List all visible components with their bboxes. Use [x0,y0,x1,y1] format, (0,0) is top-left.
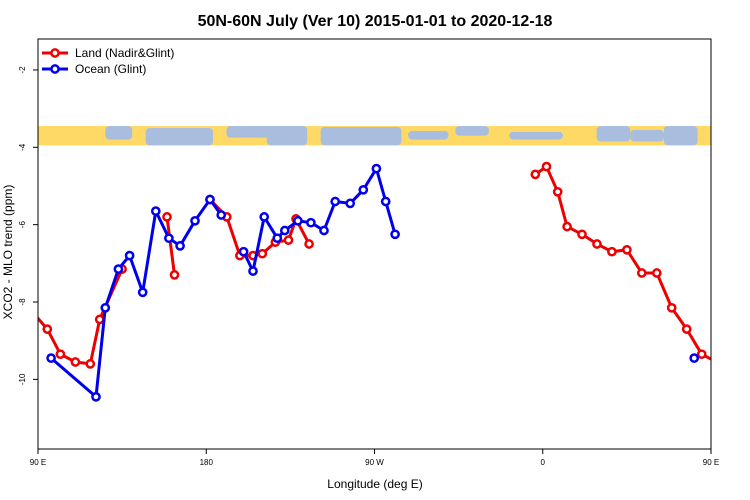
x-tick-label: 180 [200,458,214,467]
legend: Land (Nadir&Glint) Ocean (Glint) [42,46,174,76]
data-point [390,229,400,240]
y-tick-label: -4 [18,143,27,151]
data-point [272,233,283,244]
data-point [622,244,632,255]
data-point [592,239,602,249]
map-ocean-patch [408,130,449,140]
map-ocean-patch [630,129,664,142]
map-ocean-patch [320,126,402,146]
data-point [137,287,148,298]
y-axis-label: XCO2 - MLO trend (ppm) [1,185,15,320]
data-point [304,239,314,249]
data-point [100,302,111,313]
data-point [205,194,215,205]
data-point [345,198,356,209]
x-axis-ticks: 90 E 180 90 W 0 90 E [30,449,719,467]
data-point [530,169,541,180]
legend-marker [50,48,60,58]
data-point [257,248,268,259]
chart-title: 50N-60N July (Ver 10) 2015-01-01 to 2020… [198,13,553,30]
map-ocean-patch [596,126,631,142]
data-point [164,233,174,244]
data-point [248,266,258,276]
data-point [636,268,647,278]
x-tick-label: 0 [541,458,546,467]
data-point [651,268,662,278]
legend-label: Land (Nadir&Glint) [75,46,174,60]
data-point [42,324,53,334]
data-point [113,264,124,274]
x-tick-label: 90 E [30,458,46,467]
data-point [306,217,316,228]
data-point [85,359,96,369]
data-point [190,215,200,226]
data-point [91,391,101,402]
data-point [94,314,105,325]
data-point [358,184,369,195]
y-tick-label: -8 [18,298,27,306]
data-point [124,250,135,261]
data-point [380,196,391,207]
series-ocean [46,163,700,402]
data-point [541,161,552,172]
data-point [696,349,707,360]
y-tick-label: -10 [18,373,27,385]
map-ocean-patch [105,126,133,140]
legend-marker [50,64,60,74]
data-point [279,225,290,236]
data-point [562,221,572,232]
data-point [150,206,161,216]
data-point [169,270,180,280]
map-ocean-patch [266,126,308,146]
data-point [293,215,303,226]
data-point [70,357,81,367]
map-ocean-patch [509,131,563,140]
y-tick-label: -6 [18,221,27,229]
data-point [319,225,329,236]
y-axis-ticks: -10 -8 -6 -4 -2 [18,66,38,385]
data-point [283,235,294,245]
legend-label: Ocean (Glint) [75,62,146,76]
data-point [330,196,341,207]
x-tick-label: 90 E [703,458,719,467]
data-point [666,302,677,313]
series-layer [38,161,711,402]
data-point [175,241,185,251]
data-point [259,212,270,222]
x-tick-label: 90 W [365,458,384,467]
x-axis-label: Longitude (deg E) [327,477,422,491]
data-point [216,210,227,220]
data-point [577,229,587,240]
y-tick-label: -2 [18,66,27,74]
map-ocean-patch [145,127,213,146]
data-point [238,246,249,257]
data-point [162,212,172,222]
data-point [552,186,563,197]
data-point [371,163,382,174]
map-ocean-patch [455,126,489,136]
series-line [165,215,176,277]
data-point [55,349,66,360]
data-point [681,324,692,334]
world-map-strip [38,126,711,146]
data-point [607,246,617,257]
data-point [46,353,56,363]
map-ocean-patch [663,126,698,146]
data-point [689,353,700,363]
